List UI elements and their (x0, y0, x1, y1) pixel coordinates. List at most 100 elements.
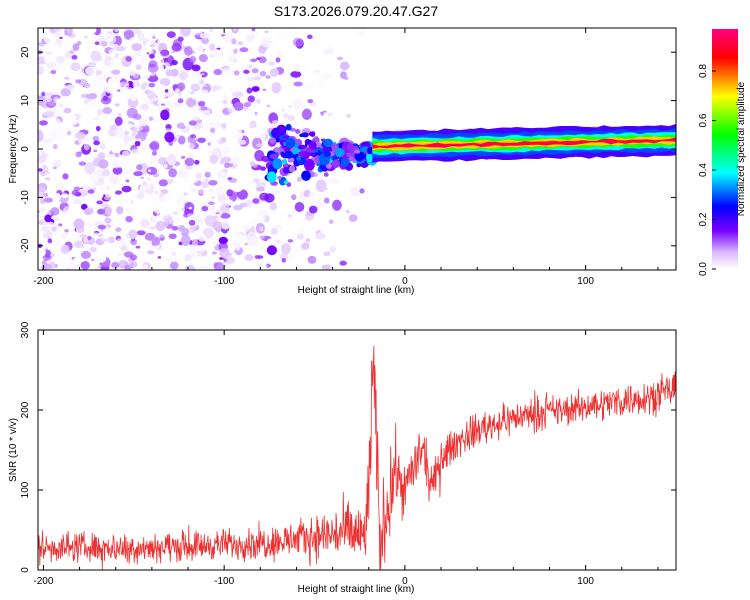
noise-blob (115, 227, 122, 232)
noise-blob (200, 175, 207, 181)
noise-blob (234, 143, 241, 151)
noise-blob (51, 75, 60, 80)
noise-blob (198, 53, 208, 63)
noise-blob (356, 28, 366, 36)
noise-blob (90, 258, 95, 262)
noise-blob (116, 206, 124, 215)
noise-blob (111, 69, 121, 75)
noise-blob (128, 261, 138, 268)
noise-blob (160, 49, 170, 57)
noise-blob (189, 55, 197, 64)
noise-blob (254, 255, 260, 259)
noise-blob (257, 209, 268, 217)
noise-blob (164, 131, 175, 143)
noise-blob (140, 176, 145, 179)
noise-blob (302, 181, 309, 188)
spectrogram-y-label: Frequency (Hz) (8, 115, 19, 184)
noise-blob (52, 143, 58, 150)
noise-blob (73, 198, 82, 205)
noise-blob (43, 32, 55, 45)
noise-blob (225, 199, 233, 204)
spectrogram-x-axis: -200 -100 0 100 (33, 28, 659, 287)
noise-blob (53, 159, 62, 168)
noise-blob (148, 72, 156, 77)
noise-blob (191, 64, 201, 72)
noise-blob (50, 252, 55, 258)
noise-blob (183, 192, 188, 196)
noise-blob (359, 188, 365, 194)
noise-blob (218, 236, 228, 244)
noise-blob (122, 123, 127, 129)
noise-blob (280, 108, 286, 112)
signal-blob (277, 175, 282, 180)
noise-blob (227, 106, 234, 113)
noise-blob (40, 207, 46, 213)
noise-blob (149, 44, 156, 48)
noise-blob (93, 140, 100, 146)
noise-blob (117, 89, 121, 92)
noise-blob (315, 67, 320, 71)
snr-x-axis: -200 -100 0 100 (33, 330, 659, 587)
noise-blob (63, 107, 72, 114)
noise-blob (187, 226, 196, 234)
colorbar-tick-label: 0.6 (698, 113, 709, 127)
noise-blob (44, 214, 52, 223)
noise-blob (204, 171, 211, 178)
noise-blob (78, 78, 88, 86)
noise-blob (166, 153, 177, 166)
noise-blob (243, 224, 250, 231)
noise-blob (47, 238, 53, 244)
noise-blob (64, 76, 70, 81)
noise-blob (271, 227, 277, 234)
noise-blob (177, 135, 186, 145)
noise-blob (244, 242, 248, 246)
noise-blob (123, 164, 127, 169)
noise-blob (220, 212, 231, 219)
noise-blob (87, 61, 97, 68)
noise-blob (346, 113, 351, 118)
noise-blob (302, 66, 309, 72)
noise-blob (149, 226, 156, 230)
noise-blob (210, 127, 216, 134)
signal-blob (303, 158, 315, 172)
noise-blob (268, 217, 277, 224)
noise-blob (125, 179, 130, 183)
noise-blob (59, 36, 63, 40)
noise-blob (251, 86, 260, 92)
noise-blob (293, 63, 301, 72)
noise-blob (114, 28, 119, 32)
noise-blob (64, 228, 69, 233)
noise-blob (44, 91, 54, 102)
noise-blob (306, 34, 313, 40)
y-tick-label: -20 (20, 238, 31, 253)
noise-blob (191, 94, 200, 100)
noise-blob (171, 226, 179, 231)
noise-blob (239, 47, 249, 53)
noise-blob (78, 161, 87, 166)
noise-blob (132, 80, 141, 88)
noise-blob (92, 135, 100, 142)
noise-blob (75, 151, 82, 158)
noise-blob (94, 41, 100, 46)
noise-blob (74, 131, 86, 140)
signal-blob (285, 123, 292, 131)
noise-blob (171, 42, 182, 52)
noise-blob (133, 113, 142, 120)
noise-blob (71, 120, 78, 126)
noise-blob (95, 69, 102, 76)
noise-blob (46, 221, 55, 229)
noise-blob (267, 61, 276, 66)
noise-blob (307, 49, 313, 55)
noise-blob (159, 78, 171, 87)
x-tick-label: 0 (402, 276, 408, 287)
noise-blob (103, 187, 113, 198)
signal-blob (275, 137, 280, 143)
noise-blob (59, 111, 65, 116)
noise-blob (54, 182, 65, 191)
noise-blob (339, 38, 344, 44)
noise-blob (192, 238, 198, 246)
noise-blob (86, 120, 94, 126)
noise-blob (204, 215, 216, 226)
noise-blob (71, 189, 80, 196)
noise-blob (296, 233, 305, 240)
